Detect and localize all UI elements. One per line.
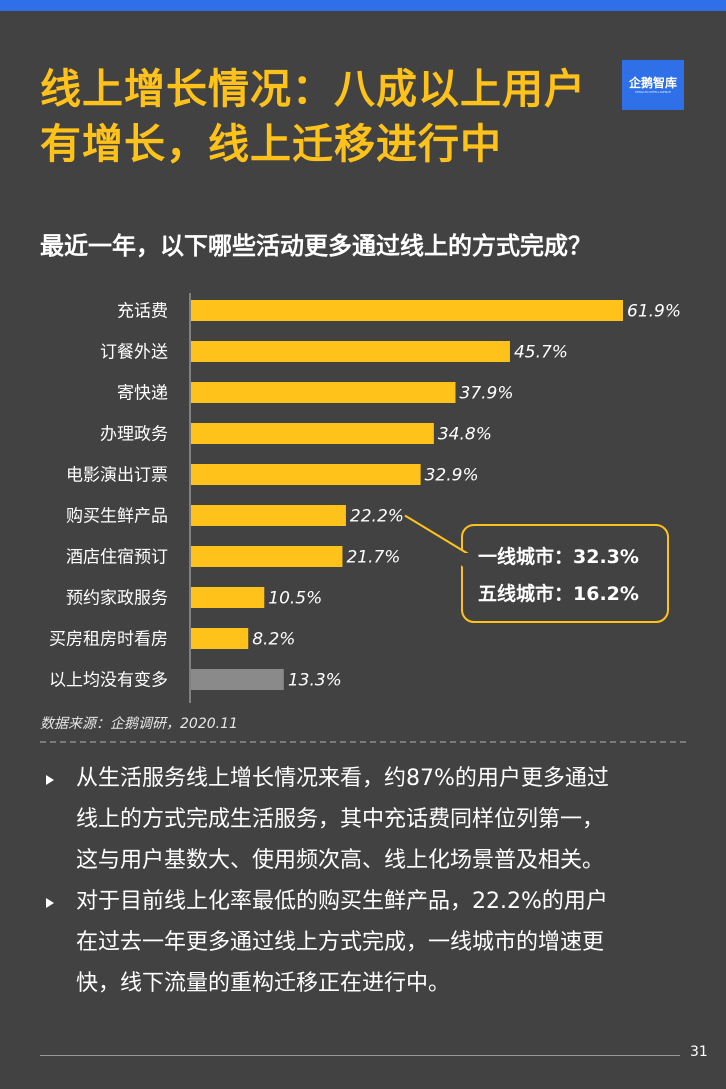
category-label: 电影演出订票 (66, 466, 168, 486)
chart-title: 最近一年，以下哪些活动更多通过线上的方式完成？ (40, 232, 592, 260)
bullet-triangle-icon (46, 775, 54, 785)
dashed-divider (40, 741, 686, 743)
value-label: 13.3% (288, 671, 342, 691)
bar-chart: 充话费 61.9% 订餐外送 45.7% 寄快递 37.9% 办理政务 34.8% 电影演出订票… (49, 293, 681, 703)
bullet-line: 线上的方式完成生活服务，其中充话费同样位列第一， (76, 807, 605, 832)
callout-pointer (404, 514, 471, 573)
page-title-line-2: 有增长，线上迁移进行中 (40, 120, 502, 168)
bar (191, 587, 265, 608)
value-label: 34.8% (438, 425, 492, 445)
bar (191, 382, 456, 403)
bullet-item: 从生活服务线上增长情况来看，约87%的用户更多通过 线上的方式完成生活服务，其中… (40, 758, 690, 881)
page-title: 线上增长情况：八成以上用户 有增长，线上迁移进行中 (40, 62, 610, 172)
bar (191, 628, 249, 649)
category-label: 寄快递 (117, 384, 168, 404)
footer-divider (40, 1055, 680, 1056)
bullet-line: 在过去一年更多通过线上方式完成，一线城市的增速更 (76, 930, 605, 955)
bullet-triangle-icon (46, 898, 54, 908)
bullet-list: 从生活服务线上增长情况来看，约87%的用户更多通过 线上的方式完成生活服务，其中… (40, 758, 690, 1004)
value-label: 8.2% (252, 630, 295, 650)
brand-logo-text: 企鹅智库 (628, 75, 677, 90)
page-number: 31 (690, 1044, 708, 1060)
value-label: 21.7% (346, 548, 400, 568)
bullet-item: 对于目前线上化率最低的购买生鲜产品，22.2%的用户 在过去一年更多通过线上方式… (40, 881, 690, 1004)
bullet-line: 这与用户基数大、使用频次高、线上化场景普及相关。 (76, 848, 605, 873)
data-source: 数据来源：企鹅调研，2020.11 (40, 716, 238, 732)
category-label: 酒店住宿预订 (66, 548, 168, 568)
bar (191, 300, 623, 321)
bar (191, 423, 434, 444)
callout-text: 五线城市：16.2% (478, 582, 639, 605)
value-label: 61.9% (627, 302, 681, 322)
bar (191, 669, 284, 690)
bar (191, 341, 510, 362)
category-label: 预约家政服务 (66, 589, 168, 609)
bar (191, 546, 343, 567)
category-label: 购买生鲜产品 (66, 507, 168, 527)
bar (191, 464, 421, 485)
bar (191, 505, 346, 526)
value-label: 45.7% (514, 343, 568, 363)
top-accent-bar (0, 0, 726, 11)
category-label: 以上均没有变多 (49, 671, 168, 691)
brand-logo-subtext: PENGUIN INTELLIGENCE (634, 89, 672, 94)
value-label: 22.2% (350, 507, 404, 527)
page-title-line-1: 线上增长情况：八成以上用户 (40, 65, 586, 113)
category-label: 充话费 (117, 302, 168, 322)
value-label: 37.9% (460, 384, 514, 404)
callout-box (461, 524, 669, 623)
value-label: 32.9% (425, 466, 479, 486)
value-label: 10.5% (268, 589, 322, 609)
category-label: 订餐外送 (100, 343, 168, 363)
brand-logo: 企鹅智库 PENGUIN INTELLIGENCE (622, 60, 684, 110)
callout-pointer-join (464, 553, 474, 575)
category-label: 办理政务 (100, 425, 168, 445)
callout-text: 一线城市：32.3% (478, 545, 639, 568)
bullet-line: 对于目前线上化率最低的购买生鲜产品，22.2%的用户 (76, 889, 608, 914)
category-label: 买房租房时看房 (49, 630, 168, 650)
bullet-line: 快，线下流量的重构迁移正在进行中。 (76, 971, 451, 996)
bullet-line: 从生活服务线上增长情况来看，约87%的用户更多通过 (76, 766, 609, 791)
